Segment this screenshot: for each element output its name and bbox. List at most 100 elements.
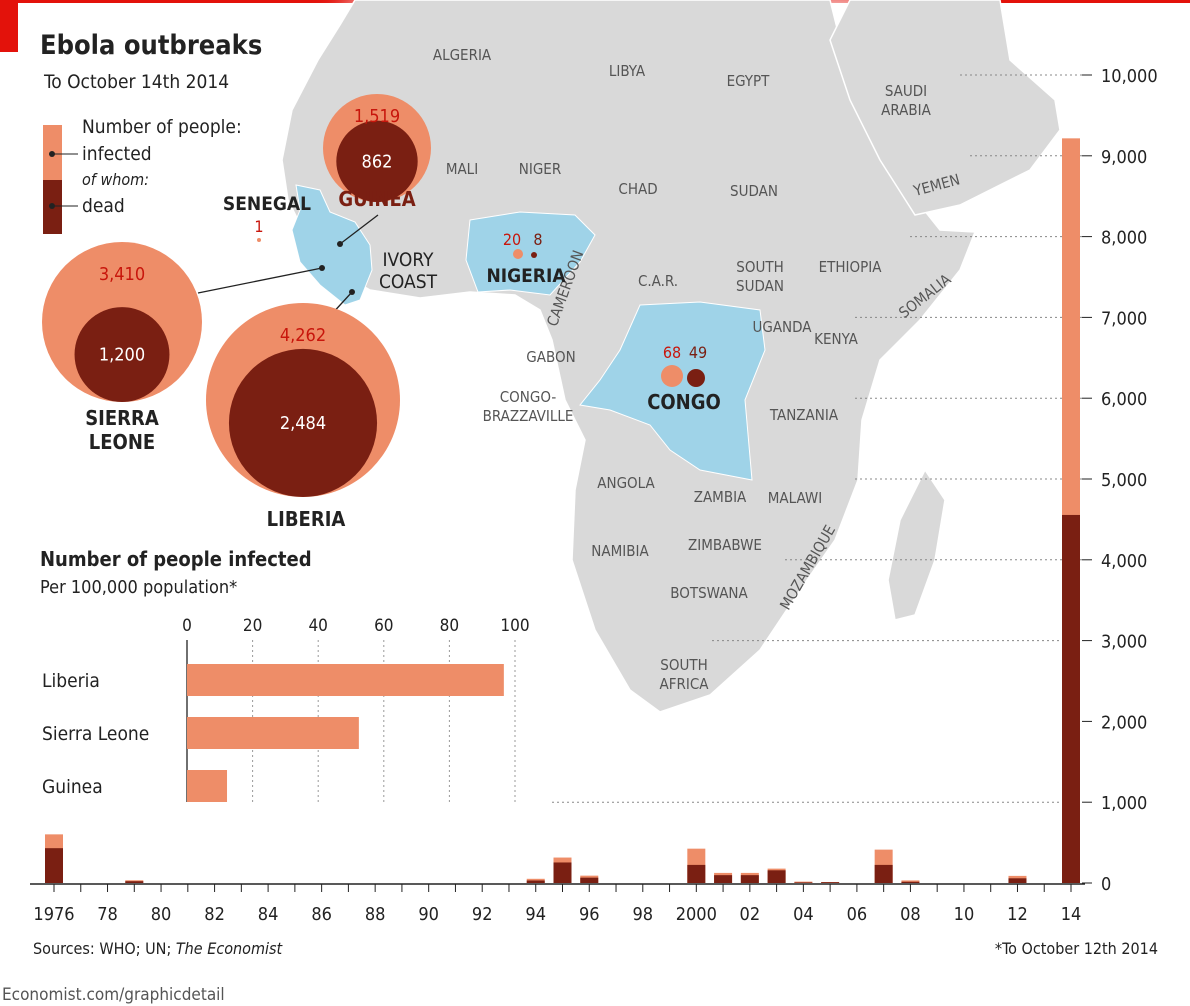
legend-heading: Number of people: bbox=[82, 116, 242, 138]
country-label: EGYPT bbox=[727, 72, 771, 90]
west-africa-highlight bbox=[291, 184, 373, 306]
subtitle: To October 14th 2014 bbox=[43, 71, 229, 93]
x-tick-label: 10 bbox=[954, 904, 975, 925]
infected-count: 68 bbox=[663, 343, 681, 362]
country-label: ZIMBABWE bbox=[688, 536, 762, 554]
dead-count: 8 bbox=[533, 230, 542, 249]
country-name: GUINEA bbox=[338, 187, 415, 211]
category-label: Guinea bbox=[42, 776, 103, 798]
title: Ebola outbreaks bbox=[40, 30, 262, 61]
country-label: ANGOLA bbox=[597, 474, 655, 492]
bar-liberia bbox=[187, 664, 504, 696]
bar-dead-2007 bbox=[874, 864, 893, 883]
y-tick-label: 9,000 bbox=[1101, 147, 1147, 168]
y-tick-label: 8,000 bbox=[1101, 228, 1147, 249]
legend: Number of people: infected of whom: dead bbox=[43, 116, 242, 234]
dead-bubble bbox=[336, 120, 418, 202]
country-label: SOUTH AFRICA bbox=[660, 656, 710, 693]
country-label: BOTSWANA bbox=[670, 584, 748, 602]
footer: Sources: WHO; UN; The Economist *To Octo… bbox=[2, 939, 1158, 1005]
leader-line bbox=[197, 267, 323, 294]
bar-dead-2001 bbox=[714, 875, 733, 883]
dead-count: 2,484 bbox=[280, 413, 326, 434]
source-url: Economist.com/graphicdetail bbox=[2, 985, 225, 1005]
x-tick-label: 88 bbox=[365, 904, 386, 925]
category-label: Liberia bbox=[42, 670, 100, 692]
country-label: GABON bbox=[526, 348, 575, 366]
bar-chart-title: Number of people infected bbox=[40, 547, 312, 571]
x-tick-label: 78 bbox=[97, 904, 118, 925]
timeline-chart: 0 1,000 2,000 3,000 4,000 5,000 6,000 7,000 8,00… bbox=[30, 66, 1158, 925]
y-tick-label: 0 bbox=[1101, 874, 1111, 895]
x-tick-label: 82 bbox=[204, 904, 225, 925]
country-label: IVORY COAST bbox=[379, 249, 438, 293]
x-tick-label: 98 bbox=[632, 904, 653, 925]
infected-count: 4,262 bbox=[280, 325, 326, 346]
y-tick-label: 3,000 bbox=[1101, 632, 1147, 653]
x-tick-label: 1976 bbox=[33, 904, 74, 925]
country-label: MALAWI bbox=[768, 489, 822, 507]
y-tick-label: 1,000 bbox=[1101, 793, 1147, 814]
leader-line bbox=[339, 214, 379, 245]
nigeria-highlight bbox=[465, 211, 596, 296]
x-tick-label: 96 bbox=[579, 904, 600, 925]
legend-infected: infected bbox=[82, 143, 152, 165]
x-tick-label: 12 bbox=[1007, 904, 1028, 925]
x-tick-label: 02 bbox=[740, 904, 761, 925]
category-label: Sierra Leone bbox=[42, 723, 149, 745]
x-tick-label: 86 bbox=[311, 904, 332, 925]
x-tick-label: 2000 bbox=[676, 904, 717, 925]
dotted-guides bbox=[552, 74, 1082, 803]
country-name: SENEGAL bbox=[223, 193, 311, 215]
bar-infected-2004 bbox=[794, 881, 813, 883]
bar-chart-subtitle: Per 100,000 population* bbox=[40, 577, 237, 598]
bar-guinea bbox=[187, 770, 228, 802]
x-tick-label: 14 bbox=[1061, 904, 1082, 925]
x-tick-label: 90 bbox=[418, 904, 439, 925]
dead-count: 862 bbox=[362, 151, 393, 172]
x-tick-label: 80 bbox=[151, 904, 172, 925]
legend-of-whom: of whom: bbox=[82, 170, 149, 189]
country-label: CONGO-BRAZZAVILLE bbox=[483, 388, 574, 425]
bar-dead-1976 bbox=[45, 848, 63, 883]
x-tick-label: 94 bbox=[525, 904, 546, 925]
bar-dead-2012 bbox=[1008, 878, 1027, 883]
country-label: MALI bbox=[446, 160, 478, 178]
legend-dead: dead bbox=[82, 195, 125, 217]
country-label: C.A.R. bbox=[638, 272, 678, 290]
bar-dead-1995 bbox=[553, 862, 572, 883]
bar-dead-2002 bbox=[740, 875, 759, 883]
y-tick-label: 10,000 bbox=[1101, 66, 1158, 87]
country-label: SUDAN bbox=[730, 182, 778, 200]
madagascar-landmass bbox=[887, 468, 946, 621]
country-label: CHAD bbox=[618, 180, 657, 198]
bar-sierra-leone bbox=[187, 717, 359, 749]
africa-map bbox=[280, 0, 1061, 713]
dead-bubble bbox=[74, 307, 170, 402]
x-tick-label: 100 bbox=[500, 616, 529, 636]
country-label: ETHIOPIA bbox=[819, 258, 883, 276]
dead-count: 49 bbox=[689, 343, 707, 362]
y-tick-label: 4,000 bbox=[1101, 551, 1147, 572]
bar-dead-1979 bbox=[125, 881, 144, 883]
sources: Sources: WHO; UN; The Economist bbox=[33, 939, 283, 958]
bar-dead-1996 bbox=[580, 877, 599, 883]
x-tick-label: 60 bbox=[374, 616, 393, 636]
dead-count: 1,200 bbox=[99, 345, 145, 366]
country-name: CONGO bbox=[647, 390, 721, 414]
x-tick-label: 08 bbox=[900, 904, 921, 925]
bar-dead-2003 bbox=[767, 870, 786, 883]
x-tick-label: 04 bbox=[793, 904, 814, 925]
country-label: SAUDI ARABIA bbox=[881, 82, 931, 119]
country-name: LIBERIA bbox=[267, 507, 346, 531]
bar-dead-2014 bbox=[1062, 514, 1080, 883]
bar-dead-2004 bbox=[794, 882, 813, 883]
country-name: SIERRA bbox=[85, 406, 159, 430]
x-tick-label: 20 bbox=[243, 616, 262, 636]
x-tick-label: 84 bbox=[258, 904, 279, 925]
bar-infected-2008 bbox=[901, 880, 920, 883]
country-label: ALGERIA bbox=[433, 46, 492, 64]
y-tick-label: 5,000 bbox=[1101, 470, 1147, 491]
